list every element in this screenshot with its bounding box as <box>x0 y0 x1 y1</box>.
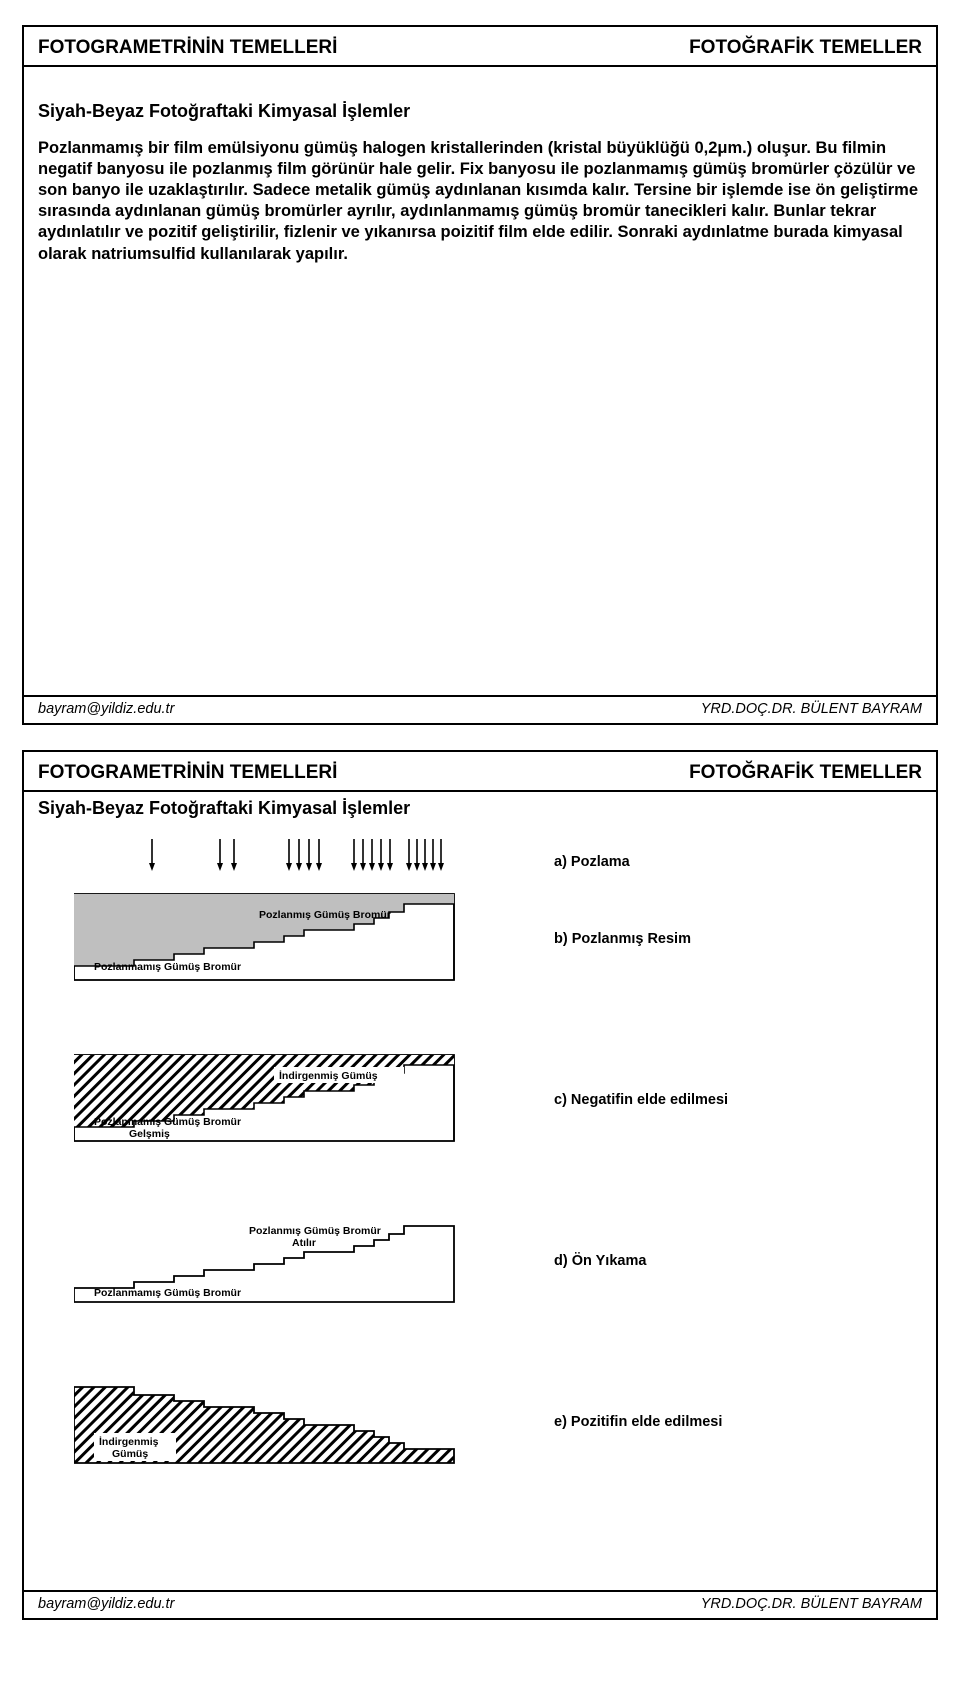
diagram-d: Pozlanmış Gümüş BromürAtılır Pozlanmamış … <box>74 1210 494 1311</box>
diagram-c: İndirgenmiş Gümüş Pozlanmamış Gümüş Bromü… <box>74 1049 494 1150</box>
svg-text:Pozlanmış Gümüş Bromür: Pozlanmış Gümüş Bromür <box>249 1225 381 1237</box>
diagram-e-row: İndirgenmişGümüş e) Pozitifin elde edilm… <box>24 1371 936 1472</box>
caption-b: b) Pozlanmış Resim <box>554 931 691 947</box>
header-right: FOTOĞRAFİK TEMELLER <box>689 37 922 59</box>
svg-text:Pozlanmamış Gümüş Bromür: Pozlanmamış Gümüş Bromür <box>94 1287 241 1299</box>
svg-text:Pozlanmamış Gümüş Bromür: Pozlanmamış Gümüş Bromür <box>94 1116 241 1128</box>
footer-right: YRD.DOÇ.DR. BÜLENT BAYRAM <box>701 701 922 717</box>
page-2: FOTOGRAMETRİNİN TEMELLERİ FOTOĞRAFİK TEM… <box>22 750 938 1620</box>
svg-text:Gümüş: Gümüş <box>112 1448 148 1460</box>
svg-text:Pozlanmış Gümüş Bromür: Pozlanmış Gümüş Bromür <box>259 909 391 921</box>
diagram-c-row: İndirgenmiş Gümüş Pozlanmamış Gümüş Bromü… <box>24 1049 936 1150</box>
diagram-b: Pozlanmış Gümüş Bromür Pozlanmamış Gümüş … <box>74 888 494 989</box>
page1-paragraph: Pozlanmamış bir film emülsiyonu gümüş ha… <box>24 138 936 265</box>
svg-text:Atılır: Atılır <box>292 1237 316 1249</box>
diagram-b-row: Pozlanmış Gümüş Bromür Pozlanmamış Gümüş … <box>24 888 936 989</box>
diagram-e: İndirgenmişGümüş <box>74 1371 494 1472</box>
footer-left: bayram@yildiz.edu.tr <box>38 1596 174 1612</box>
caption-c: c) Negatifin elde edilmesi <box>554 1092 728 1108</box>
svg-text:Pozlanmamış Gümüş Bromür: Pozlanmamış Gümüş Bromür <box>94 961 241 973</box>
svg-text:Gelşmiş: Gelşmiş <box>129 1128 170 1140</box>
svg-text:İndirgenmiş Gümüş: İndirgenmiş Gümüş <box>279 1069 378 1082</box>
caption-a: a) Pozlama <box>554 854 630 870</box>
arrow-diagram <box>74 837 494 886</box>
page-footer: bayram@yildiz.edu.tr YRD.DOÇ.DR. BÜLENT … <box>24 1590 936 1618</box>
page2-subheading: Siyah-Beyaz Fotoğraftaki Kimyasal İşleml… <box>24 792 936 837</box>
page-footer: bayram@yildiz.edu.tr YRD.DOÇ.DR. BÜLENT … <box>24 695 936 723</box>
caption-d: d) Ön Yıkama <box>554 1253 646 1269</box>
footer-left: bayram@yildiz.edu.tr <box>38 701 174 717</box>
caption-e: e) Pozitifin elde edilmesi <box>554 1414 722 1430</box>
header-right: FOTOĞRAFİK TEMELLER <box>689 762 922 784</box>
header-left: FOTOGRAMETRİNİN TEMELLERİ <box>38 37 337 59</box>
svg-text:İndirgenmiş: İndirgenmiş <box>99 1435 159 1448</box>
footer-right: YRD.DOÇ.DR. BÜLENT BAYRAM <box>701 1596 922 1612</box>
diagram-d-row: Pozlanmış Gümüş BromürAtılır Pozlanmamış … <box>24 1210 936 1311</box>
page1-subheading: Siyah-Beyaz Fotoğraftaki Kimyasal İşleml… <box>24 67 936 138</box>
header-left: FOTOGRAMETRİNİN TEMELLERİ <box>38 762 337 784</box>
diagram-a-row: a) Pozlama <box>24 837 936 886</box>
page-1: FOTOGRAMETRİNİN TEMELLERİ FOTOĞRAFİK TEM… <box>22 25 938 725</box>
page-header: FOTOGRAMETRİNİN TEMELLERİ FOTOĞRAFİK TEM… <box>24 752 936 792</box>
page-header: FOTOGRAMETRİNİN TEMELLERİ FOTOĞRAFİK TEM… <box>24 27 936 67</box>
